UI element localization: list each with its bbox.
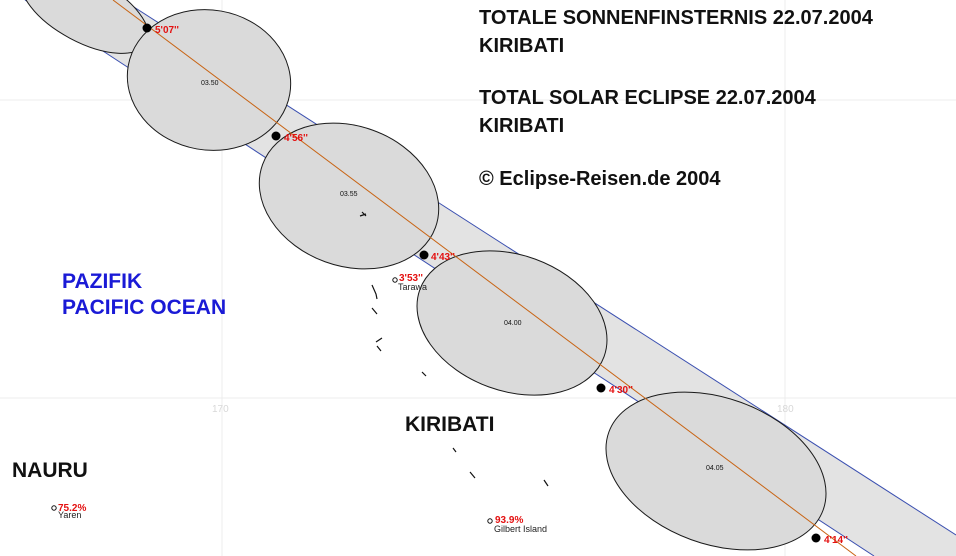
atoll-shape — [371, 307, 378, 315]
tarawa-marker — [392, 277, 398, 283]
shadow-time-label: 03.55 — [340, 191, 358, 198]
central-line-points — [142, 23, 821, 543]
title-english: TOTAL SOLAR ECLIPSE 22.07.2004 KIRIBATI — [479, 84, 816, 140]
longitude-label-170: 170 — [212, 404, 229, 415]
shadow-time-label: 03.50 — [201, 80, 219, 87]
shadow-time-label: 04.05 — [706, 465, 724, 472]
title-english-line2: KIRIBATI — [479, 115, 565, 137]
duration-point — [142, 23, 152, 33]
atolls — [359, 211, 549, 487]
atoll-shape — [452, 447, 457, 453]
atoll-shape — [421, 371, 427, 377]
tarawa-duration: 3'53'' — [399, 273, 423, 284]
ocean-label-english: PACIFIC OCEAN — [62, 296, 227, 319]
duration-label: 4'30'' — [609, 385, 633, 396]
yaren-marker — [51, 505, 57, 511]
shadow-time-label: 04.00 — [504, 320, 522, 327]
longitude-label-180: 180 — [777, 404, 794, 415]
shadow-ellipse — [126, 9, 292, 151]
ocean-label: PAZIFIK PACIFIC OCEAN — [62, 269, 226, 321]
title-german: TOTALE SONNENFINSTERNIS 22.07.2004 KIRIB… — [479, 4, 873, 60]
duration-label: 5'07'' — [155, 25, 179, 36]
copyright: © Eclipse-Reisen.de 2004 — [479, 168, 721, 190]
gilbert-island-coverage: 93.9% — [495, 515, 523, 526]
duration-point — [811, 533, 821, 543]
ocean-label-german: PAZIFIK — [62, 270, 143, 293]
atoll-shape — [359, 211, 367, 217]
gilbert-island-marker — [487, 518, 493, 524]
duration-point — [271, 131, 281, 141]
tarawa-label: Tarawa — [398, 282, 427, 292]
central-line — [112, 0, 857, 556]
atoll-shape — [375, 337, 383, 352]
duration-label: 4'14'' — [824, 535, 848, 546]
atoll-shape — [543, 479, 549, 487]
duration-point — [419, 250, 429, 260]
atoll-shape — [469, 471, 476, 479]
atoll-shape — [371, 284, 378, 300]
country-label-kiribati: KIRIBATI — [405, 413, 495, 436]
gilbert-island-label: Gilbert Island — [494, 524, 547, 534]
country-label-nauru: NAURU — [12, 459, 88, 482]
title-english-line1: TOTAL SOLAR ECLIPSE 22.07.2004 — [479, 87, 816, 109]
shadow-ellipse — [416, 250, 608, 396]
title-german-line2: KIRIBATI — [479, 35, 565, 57]
shadow-ellipse — [258, 122, 440, 270]
yaren-coverage: 75.2% — [58, 503, 86, 514]
title-german-line1: TOTALE SONNENFINSTERNIS 22.07.2004 — [479, 7, 873, 29]
duration-point — [596, 383, 606, 393]
duration-label: 4'56'' — [284, 133, 308, 144]
shadow-ellipses — [20, 0, 827, 551]
duration-label: 4'43'' — [431, 252, 455, 263]
shadow-ellipse — [605, 391, 827, 551]
yaren-label: Yaren — [58, 510, 81, 520]
